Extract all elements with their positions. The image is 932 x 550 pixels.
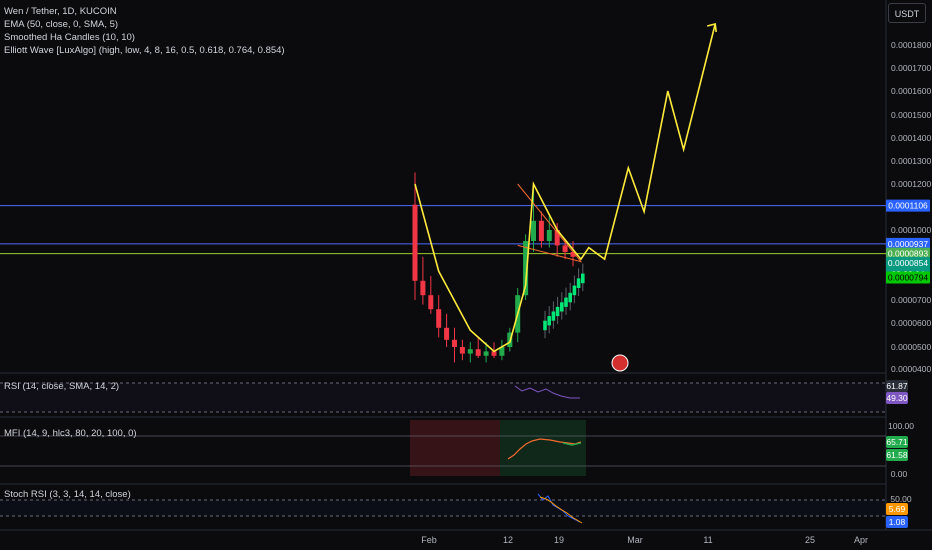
price-tick-label: 0.0000600 [891, 318, 931, 328]
stoch-rsi-legend[interactable]: Stoch RSI (3, 3, 14, 14, close) [4, 489, 131, 500]
price-tick-label: 0.0001500 [891, 110, 931, 120]
smoothed-ha-body [581, 273, 585, 284]
stoch-band-fill [0, 500, 886, 516]
price-tag-box [886, 237, 930, 250]
time-axis-label: Feb [421, 535, 437, 545]
candle-body [436, 309, 442, 328]
smoothed-ha-body [547, 316, 551, 326]
smoothed-ha-body [572, 285, 577, 296]
smoothed-ha-body [560, 302, 564, 312]
price-tick-label: 0.0000500 [891, 342, 931, 352]
price-tag-label: 0.0000937 [888, 239, 928, 249]
price-tag-box [886, 199, 930, 212]
currency-button[interactable]: USDT [888, 3, 926, 23]
stoch-d-line [539, 496, 583, 524]
time-axis-label: 11 [703, 535, 712, 545]
mfi-legend[interactable]: MFI (14, 9, hlc3, 80, 20, 100, 0) [4, 428, 137, 439]
stoch-d-tag: 1.08 [886, 516, 908, 528]
time-axis-label: Apr [854, 535, 868, 545]
candle-body [546, 230, 552, 241]
economic-event-icon [611, 354, 629, 372]
stoch-k-tag: 5.69 [886, 503, 908, 515]
time-axis-label: 19 [554, 535, 564, 545]
candle-body [412, 204, 418, 281]
elliott-projection-line [414, 23, 716, 353]
price-tag-label: 0.0001106 [888, 201, 928, 211]
price-tag-box [886, 257, 930, 270]
candle-body [459, 347, 465, 354]
price-tag-label: 0.0000794 [888, 272, 928, 282]
smoothed-ha-body [543, 320, 547, 331]
mfi-line [507, 438, 582, 460]
mfi-oversold-zone [410, 420, 500, 476]
candle-body [452, 339, 457, 347]
price-tick-label: 0.0001400 [891, 133, 931, 143]
rsi-legend[interactable]: RSI (14, close, SMA, 14, 2) [4, 381, 120, 392]
price-tick-label: 0.0001600 [891, 86, 931, 96]
candle-body [531, 220, 536, 241]
smoothed-ha-body [555, 306, 560, 317]
elliott-wave-legend[interactable]: Elliott Wave [LuxAlgo] (high, low, 4, 8,… [4, 45, 285, 56]
time-axis-label: 12 [503, 535, 513, 545]
candle-body [499, 347, 505, 356]
candle-body [523, 241, 529, 296]
mfi-signal-line [562, 442, 582, 446]
rsi-value-tag: 61.87 [886, 380, 908, 392]
stoch-axis-label: 50.00 [890, 494, 912, 504]
price-tick-label: 0.0001300 [891, 156, 931, 166]
rsi-line [514, 385, 580, 399]
candle-body [444, 327, 450, 340]
mfi-value-tag: 65.71 [886, 436, 908, 448]
projection-arrowhead [707, 23, 717, 33]
candle-body [467, 349, 473, 354]
mfi-axis-bottom: 0.00 [890, 469, 908, 479]
symbol-legend[interactable]: Wen / Tether, 1D, KUCOIN [4, 6, 117, 17]
smoothed-ha-legend[interactable]: Smoothed Ha Candles (10, 10) [4, 32, 135, 43]
smoothed-ha-body [576, 278, 581, 288]
candle-body [562, 245, 568, 252]
candle-body [491, 351, 497, 356]
candle-body [420, 280, 426, 296]
time-axis-label: Mar [627, 535, 643, 545]
candle-body [570, 252, 576, 257]
price-tick-label: 0.0000700 [891, 295, 931, 305]
price-tick-label: 0.0001700 [891, 63, 931, 73]
wedge-pattern [517, 183, 583, 263]
candle-body [538, 220, 544, 241]
smoothed-ha-body [568, 292, 572, 303]
rsi-band-fill [0, 383, 886, 412]
price-tag-label: 0.0000893 [888, 249, 928, 259]
smoothed-ha-body [564, 297, 568, 307]
smoothed-ha-body [551, 311, 556, 321]
candle-body [475, 349, 481, 356]
rsi-ma-value-tag: 49.30 [886, 392, 908, 404]
candle-body [483, 351, 489, 356]
price-tick-label: 0.0000400 [891, 364, 931, 374]
mfi-signal-tag: 61.58 [886, 449, 908, 461]
time-axis-label: 25 [805, 535, 815, 545]
price-tick-label: 0.0001800 [891, 40, 931, 50]
price-tag-box [886, 271, 930, 284]
mfi-axis-top: 100.00 [888, 421, 914, 431]
price-tick-label: 0.0001000 [891, 225, 931, 235]
price-tick-label: 0.0001200 [891, 179, 931, 189]
mfi-overbought-zone [500, 420, 586, 476]
candle-body [428, 295, 434, 310]
price-tag-box [886, 247, 930, 260]
ema-legend[interactable]: EMA (50, close, 0, SMA, 5) [4, 19, 119, 30]
candle-body [554, 230, 560, 246]
price-tag-label: 0.0000854 [888, 258, 928, 268]
